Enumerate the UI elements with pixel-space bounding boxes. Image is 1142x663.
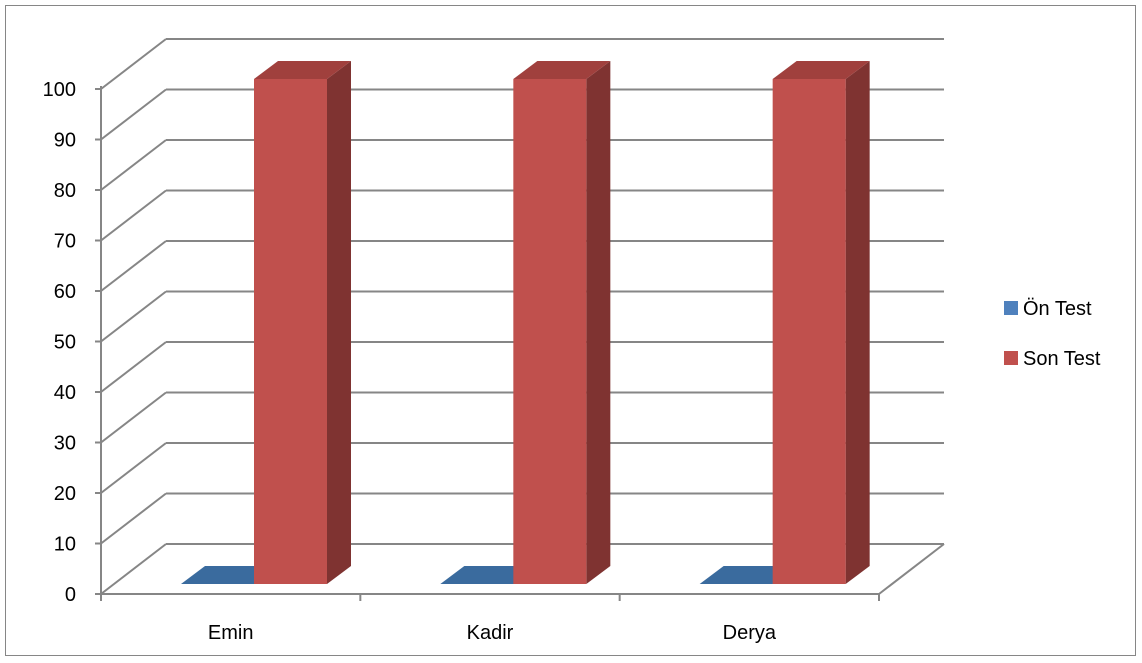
x-tick-label: Derya — [723, 622, 777, 644]
floor-edge — [878, 543, 945, 595]
bar-top — [254, 61, 351, 79]
legend-swatch — [1004, 351, 1018, 365]
x-tick-label: Emin — [208, 622, 254, 644]
legend-label: Son Test — [1023, 348, 1101, 370]
bar-front — [513, 79, 587, 584]
bar-son-test — [254, 61, 351, 584]
y-tick-label: 60 — [54, 281, 76, 303]
chart-frame: 0 10 20 30 40 50 60 70 80 90 100 Emin Kadir Derya Ön … — [5, 5, 1136, 656]
chart-svg: 0 10 20 30 40 50 60 70 80 90 100 Emin Kadir Derya Ön … — [43, 38, 1101, 644]
bar-side — [327, 61, 351, 584]
y-tick-label: 0 — [65, 584, 76, 606]
y-tick-label: 50 — [54, 332, 76, 354]
bar-on-test — [699, 566, 797, 584]
gridline-diagonal — [100, 240, 167, 292]
y-tick-label: 20 — [54, 483, 76, 505]
bar-top — [772, 61, 870, 79]
bar-side — [586, 61, 611, 584]
bar-side — [845, 61, 870, 584]
y-tick-label: 80 — [54, 180, 76, 202]
legend-label: Ön Test — [1023, 298, 1092, 320]
y-tick-label: 10 — [54, 534, 76, 556]
gridline-diagonal — [100, 38, 167, 90]
gridline-diagonal — [100, 189, 167, 242]
bar-top — [513, 61, 611, 79]
legend: Ön Test Son Test — [1004, 298, 1101, 370]
gridline-diagonal — [100, 88, 167, 141]
bar-front — [254, 79, 327, 584]
axis-labels: 0 10 20 30 40 50 60 70 80 90 100 Emin Kadir Derya — [43, 79, 777, 644]
y-tick-label: 90 — [54, 130, 76, 152]
y-tick-label: 40 — [54, 382, 76, 404]
bar-top — [181, 566, 278, 584]
legend-swatch — [1004, 301, 1018, 315]
gridline-diagonal — [100, 492, 167, 545]
bar-top — [440, 566, 538, 584]
gridline-diagonal — [100, 543, 167, 595]
y-tick-label: 70 — [54, 231, 76, 253]
x-tick-label: Kadir — [467, 622, 514, 644]
y-tick-label: 30 — [54, 433, 76, 455]
gridline-diagonal — [100, 391, 167, 444]
bar-front — [772, 79, 846, 584]
y-tick-label: 100 — [43, 79, 76, 101]
bar-on-test — [181, 566, 278, 584]
bar-top — [699, 566, 797, 584]
axes — [95, 86, 880, 601]
bars — [181, 61, 870, 584]
gridline-diagonal — [100, 290, 167, 343]
gridline-diagonal — [100, 139, 167, 191]
bar-son-test — [513, 61, 611, 584]
bar-on-test — [440, 566, 538, 584]
bar-son-test — [772, 61, 870, 584]
gridline-diagonal — [100, 341, 167, 393]
gridline-diagonal — [100, 442, 167, 494]
